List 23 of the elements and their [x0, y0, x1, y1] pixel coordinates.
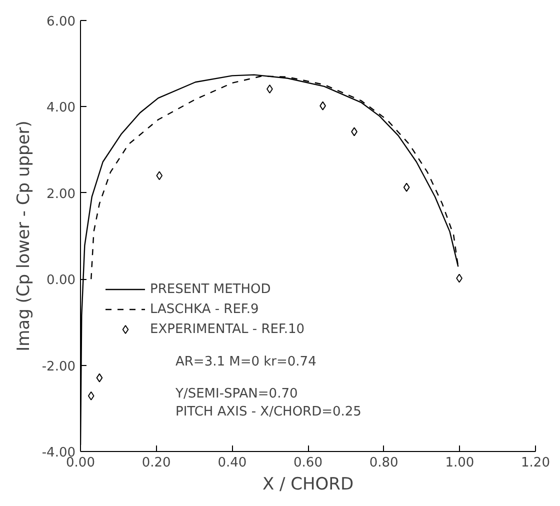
point — [88, 391, 94, 400]
y-tick-label: 6.00 — [46, 14, 76, 30]
x-tick-label: 0.20 — [142, 456, 171, 470]
x-axis-title: X / CHORD — [262, 474, 354, 494]
y-tick-label: -2.00 — [42, 359, 76, 374]
y-tick-label: 4.00 — [46, 100, 76, 116]
y-tick-label: 0.00 — [46, 273, 76, 288]
annotation: AR=3.1 M=0 kr=0.74 — [176, 354, 316, 370]
legend-label: LASCHKA - REF.9 — [150, 302, 259, 316]
point — [96, 373, 103, 382]
x-tick-label: 0.80 — [369, 456, 398, 470]
legend-label: PRESENT METHOD — [150, 282, 271, 296]
legend-label: EXPERIMENTAL - REF.10 — [150, 322, 305, 336]
x-tick-label: 1.00 — [445, 456, 474, 470]
y-axis-title: Imag (Cp lower - Cp upper) — [14, 120, 34, 352]
point — [403, 182, 410, 192]
annotation: PITCH AXIS - X/CHORD=0.25 — [176, 404, 362, 420]
annotation: Y/SEMI-SPAN=0.70 — [174, 386, 298, 402]
x-tick-label: 1.20 — [521, 456, 550, 470]
x-tick-label: 0.40 — [218, 456, 247, 470]
y-tick-label: 2.00 — [46, 186, 76, 202]
x-tick-label: 0.60 — [294, 456, 322, 470]
point — [156, 171, 163, 180]
